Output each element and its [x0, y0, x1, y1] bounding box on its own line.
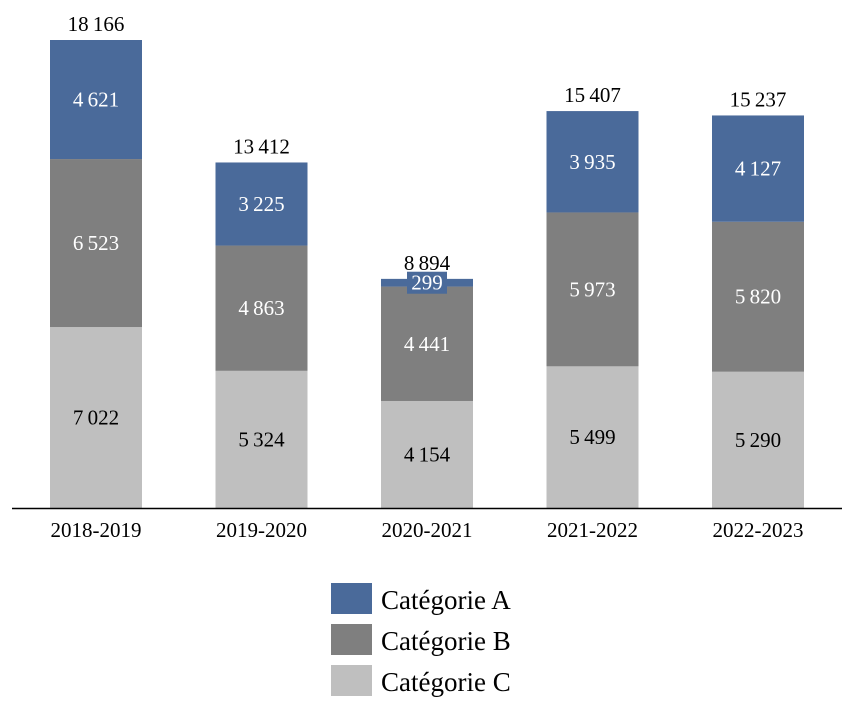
bar-segment-categorie-b-2022-2023 [712, 221, 804, 372]
bar-segment-categorie-c-2018-2019 [50, 327, 142, 508]
data-label: 5 820 [735, 285, 781, 309]
total-label: 8 894 [404, 251, 451, 275]
bar-segment-categorie-b-2019-2020 [215, 245, 308, 371]
legend-swatch [331, 665, 372, 696]
total-label: 15 407 [564, 83, 621, 107]
bar-segment-categorie-a-2021-2022 [546, 111, 639, 213]
data-label: 3 935 [569, 150, 615, 174]
data-label: 4 154 [404, 442, 451, 466]
data-label: 299 [411, 271, 443, 295]
data-label: 4 621 [73, 88, 119, 112]
x-tick-label: 2021-2022 [547, 518, 638, 542]
legend: Catégorie A Catégorie B Catégorie C [331, 583, 511, 697]
bar-segment-categorie-b-2020-2021 [381, 286, 473, 401]
bar-segment-categorie-a-2022-2023 [712, 115, 804, 222]
data-label: 4 863 [238, 296, 284, 320]
x-tick-label: 2018-2019 [51, 518, 142, 542]
bar-stack-2020-2021: 4 154 4 441 299 [381, 271, 473, 508]
bar-stack-2021-2022: 5 499 5 973 3 935 [546, 111, 639, 508]
bar-segment-categorie-c-2021-2022 [546, 366, 639, 508]
bar-segment-categorie-c-2022-2023 [712, 371, 804, 508]
data-label: 7 022 [73, 406, 119, 430]
bar-segment-categorie-a-2019-2020 [215, 162, 308, 246]
data-label: 4 127 [735, 157, 781, 181]
bar-segment-categorie-b-2021-2022 [546, 212, 639, 367]
legend-swatch [331, 624, 372, 655]
bar-stack-2019-2020: 5 324 4 863 3 225 [215, 162, 308, 508]
total-label: 15 237 [730, 87, 787, 111]
data-label-box [407, 271, 447, 294]
bars: 7 022 6 523 4 621 5 324 4 863 3 225 4 154 4 441… [50, 40, 804, 508]
data-label: 6 523 [73, 231, 119, 255]
bar-segment-categorie-b-2018-2019 [50, 159, 142, 328]
bar-stack-2022-2023: 5 290 5 820 4 127 [712, 115, 804, 508]
x-tick-label: 2019-2020 [216, 518, 307, 542]
data-label: 5 499 [569, 425, 615, 449]
legend-label: Catégorie A [381, 585, 511, 615]
data-label: 3 225 [238, 192, 284, 216]
total-label: 18 166 [68, 12, 125, 36]
bar-segment-categorie-c-2020-2021 [381, 400, 473, 508]
data-label: 5 973 [569, 277, 615, 301]
data-label: 5 324 [238, 427, 285, 451]
x-tick-label: 2022-2023 [713, 518, 804, 542]
bar-segment-categorie-a-2018-2019 [50, 40, 142, 160]
data-label: 4 441 [404, 332, 450, 356]
legend-label: Catégorie C [381, 667, 511, 697]
total-label: 13 412 [233, 134, 290, 158]
x-tick-label: 2020-2021 [382, 518, 473, 542]
legend-swatch [331, 583, 372, 614]
bar-stack-2018-2019: 7 022 6 523 4 621 [50, 40, 142, 508]
legend-label: Catégorie B [381, 626, 511, 656]
bar-segment-categorie-c-2019-2020 [215, 370, 308, 508]
data-label: 5 290 [735, 428, 781, 452]
